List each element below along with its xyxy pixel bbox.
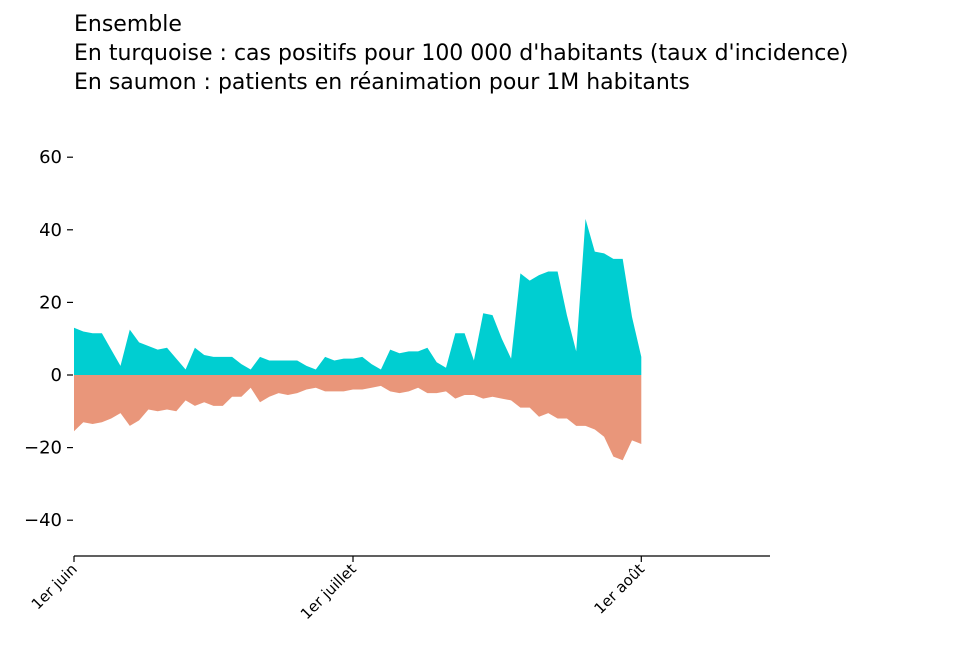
title-line-3: En saumon : patients en réanimation pour… — [74, 70, 690, 95]
x-tick-label: 1er juillet — [297, 560, 360, 623]
y-tick-label: 0 — [51, 365, 62, 386]
y-tick-label: −20 — [24, 438, 62, 459]
title-line-2: En turquoise : cas positifs pour 100 000… — [74, 41, 849, 66]
y-axis: −40 −20 0 20 40 60 — [24, 147, 73, 531]
x-tick-label: 1er juin — [28, 560, 81, 613]
series-area-1 — [74, 218, 642, 375]
title-line-1: Ensemble — [74, 12, 182, 37]
x-axis: 1er juin 1er juillet 1er août — [28, 555, 770, 623]
y-tick-label: 60 — [39, 147, 62, 168]
series-areas — [74, 218, 642, 461]
x-tick-label: 1er août — [591, 560, 649, 618]
y-tick-label: 40 — [39, 220, 62, 241]
y-tick-label: 20 — [39, 292, 62, 313]
chart-title: Ensemble En turquoise : cas positifs pou… — [74, 10, 849, 97]
y-tick-label: −40 — [24, 510, 62, 531]
series-area-2 — [74, 375, 642, 461]
